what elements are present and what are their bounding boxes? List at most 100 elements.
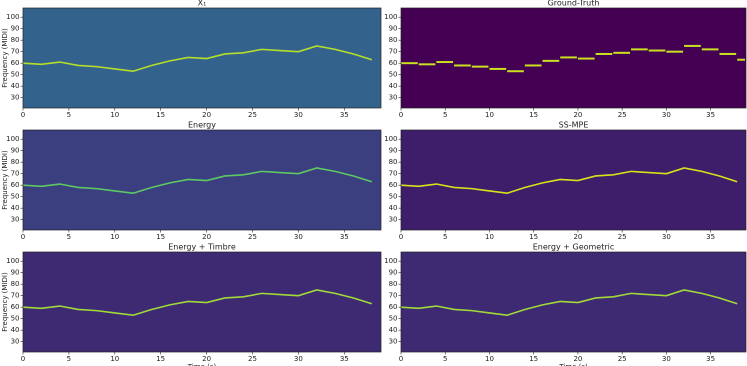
y-tick-label: 100 (384, 135, 397, 143)
y-tick-label: 50 (389, 315, 398, 323)
note (524, 64, 542, 67)
y-tick-label: 100 (6, 135, 19, 143)
x-tick-label: 10 (110, 111, 119, 119)
x-tick-label: 35 (706, 111, 715, 119)
y-tick-label: 40 (389, 326, 398, 334)
y-tick-label: 80 (11, 36, 20, 44)
x-tick-label: 5 (443, 233, 447, 241)
x-tick-label: 5 (67, 111, 71, 119)
x-tick-label: 20 (202, 111, 211, 119)
y-tick-label: 70 (389, 292, 398, 300)
panel: 0 5 10 15 20 25 30 35 30 40 50 60 70 80 90 100 Energy + … (1, 243, 382, 366)
note (737, 58, 745, 61)
x-tick-label: 0 (21, 111, 25, 119)
y-tick-label: 30 (11, 338, 20, 346)
x-tick-label: 30 (294, 233, 303, 241)
x-axis-label: Time (s) (558, 363, 588, 366)
panel: 0 5 10 15 20 25 30 35 30 40 50 60 70 80 90 100 X₁ Frequen… (1, 0, 382, 119)
x-tick-label: 25 (248, 233, 257, 241)
note (418, 63, 436, 66)
y-tick-label: 60 (11, 181, 20, 189)
y-tick-label: 40 (389, 82, 398, 90)
x-tick-label: 25 (618, 233, 627, 241)
y-tick-label: 60 (389, 59, 398, 67)
x-tick-label: 5 (443, 355, 447, 363)
y-tick-label: 30 (11, 216, 20, 224)
x-tick-label: 35 (340, 355, 349, 363)
y-tick-label: 30 (11, 94, 20, 102)
plot-frame (22, 251, 382, 353)
note (684, 44, 701, 47)
y-axis-label: Frequency (MIDI) (1, 28, 9, 88)
note (613, 51, 630, 54)
panel: 0 5 10 15 20 25 30 35 30 40 50 60 70 80 90 100 Ground-Tr… (384, 0, 747, 119)
x-tick-label: 30 (294, 355, 303, 363)
x-tick-label: 35 (340, 233, 349, 241)
y-tick-label: 50 (389, 71, 398, 79)
plot-area (23, 289, 373, 317)
x-tick-label: 35 (340, 111, 349, 119)
y-tick-label: 60 (11, 303, 20, 311)
panel: 0 5 10 15 20 25 30 35 30 40 50 60 70 80 90 100 Energy Fre… (1, 121, 382, 241)
x-tick-label: 20 (573, 111, 582, 119)
x-tick-label: 30 (662, 111, 671, 119)
y-tick-label: 100 (384, 257, 397, 265)
panel-title: Ground-Truth (548, 0, 600, 8)
y-tick-label: 90 (11, 147, 20, 155)
x-tick-label: 5 (67, 233, 71, 241)
panel-title: Energy + Geometric (533, 243, 615, 252)
note (436, 61, 454, 64)
y-axis-label: Frequency (MIDI) (1, 150, 9, 210)
y-tick-label: 70 (11, 48, 20, 56)
x-tick-label: 0 (399, 355, 403, 363)
x-tick-label: 10 (110, 355, 119, 363)
x-tick-label: 0 (21, 233, 25, 241)
y-tick-label: 70 (389, 170, 398, 178)
x-tick-label: 0 (21, 355, 25, 363)
x-tick-label: 15 (529, 355, 538, 363)
pitch-contour (401, 167, 738, 195)
panel-title: X₁ (198, 0, 207, 8)
x-tick-label: 10 (485, 111, 494, 119)
y-tick-label: 40 (11, 82, 20, 90)
pitch-contour (23, 289, 373, 317)
x-tick-label: 25 (248, 355, 257, 363)
note (648, 49, 666, 52)
plot-frame (22, 7, 382, 109)
y-tick-label: 60 (11, 59, 20, 67)
y-axis-label: Frequency (MIDI) (1, 272, 9, 332)
plot-frame (400, 251, 747, 353)
y-tick-label: 90 (11, 25, 20, 33)
y-tick-label: 90 (389, 147, 398, 155)
x-tick-label: 0 (399, 111, 403, 119)
note (401, 62, 418, 65)
x-tick-label: 15 (529, 233, 538, 241)
panel: 0 5 10 15 20 25 30 35 30 40 50 60 70 80 90 100 Energy + … (384, 243, 747, 366)
x-tick-label: 25 (618, 355, 627, 363)
y-tick-label: 100 (384, 13, 397, 21)
y-tick-label: 70 (11, 292, 20, 300)
y-tick-label: 30 (389, 338, 398, 346)
x-tick-label: 5 (443, 111, 447, 119)
y-tick-label: 40 (11, 326, 20, 334)
x-tick-label: 15 (529, 111, 538, 119)
x-tick-label: 20 (202, 233, 211, 241)
pitch-contour (23, 167, 373, 195)
x-tick-label: 25 (618, 111, 627, 119)
x-tick-label: 15 (156, 355, 165, 363)
y-tick-label: 90 (389, 25, 398, 33)
y-tick-label: 40 (389, 204, 398, 212)
x-tick-label: 15 (156, 111, 165, 119)
y-tick-label: 30 (389, 94, 398, 102)
x-tick-label: 35 (706, 233, 715, 241)
plot-area (401, 289, 738, 317)
x-tick-label: 15 (156, 233, 165, 241)
x-tick-label: 10 (485, 355, 494, 363)
y-tick-label: 70 (389, 48, 398, 56)
y-tick-label: 90 (11, 269, 20, 277)
plot-area (401, 167, 738, 195)
y-tick-label: 30 (389, 216, 398, 224)
plot-frame (400, 7, 747, 109)
x-tick-label: 0 (399, 233, 403, 241)
